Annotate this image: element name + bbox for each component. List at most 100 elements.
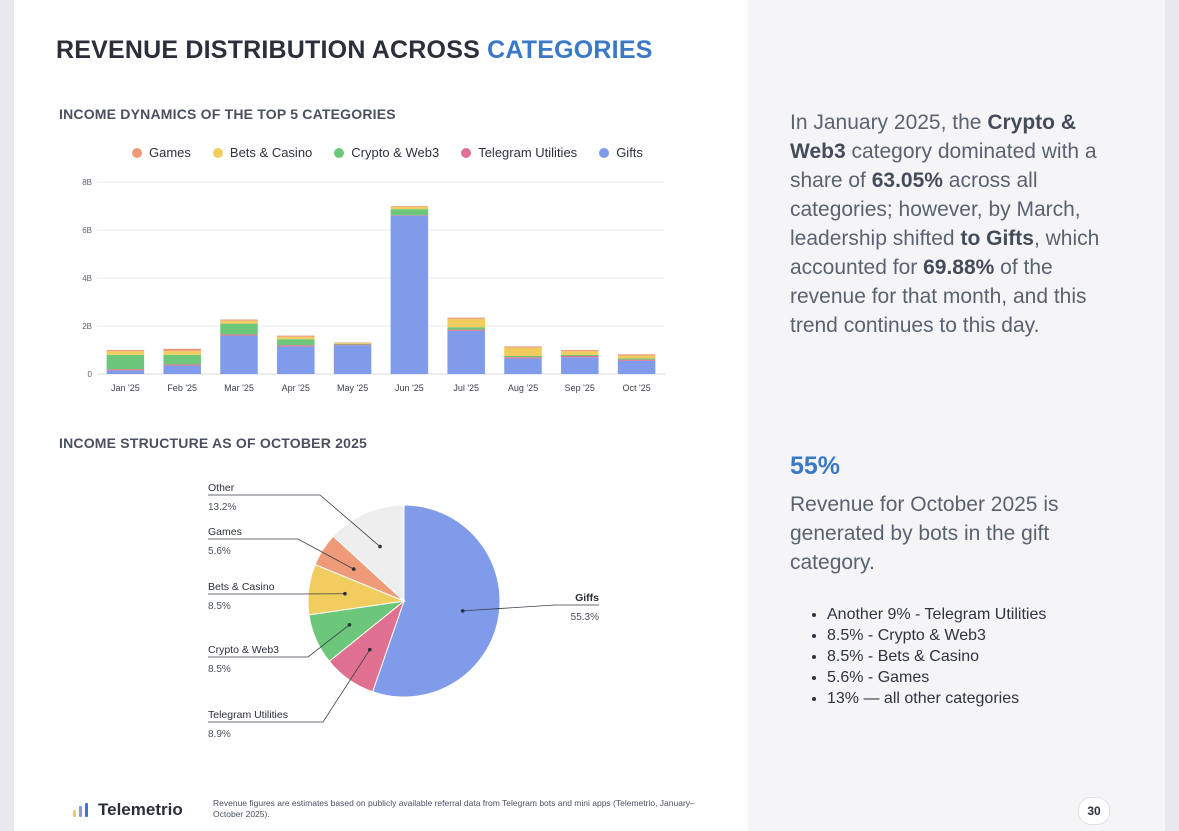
bar-segment-gifts xyxy=(277,346,315,374)
bar-segment-crypto-web3 xyxy=(333,343,372,345)
y-tick-label: 2B xyxy=(82,322,92,331)
pie-label: Telegram Utilities xyxy=(208,709,288,721)
x-tick-label: Jul '25 xyxy=(453,383,479,393)
bar-segment-telegram-utilities xyxy=(163,364,201,366)
bar-segment-telegram-utilities xyxy=(447,329,485,331)
page-title: REVENUE DISTRIBUTION ACROSS CATEGORIES xyxy=(56,36,653,65)
bar-segment-games xyxy=(390,206,429,207)
bar-segment-telegram-utilities xyxy=(561,356,599,358)
bar-segment-bets-casino xyxy=(106,351,145,355)
legend-item-crypto-web3: Crypto & Web3 xyxy=(334,145,439,160)
insight-bold-1: Crypto & Web3 xyxy=(790,111,1076,163)
bar-segment-gifts xyxy=(333,345,372,374)
y-tick-label: 8B xyxy=(82,178,92,187)
page-number: 30 xyxy=(1078,797,1110,825)
bar-segment-bets-casino xyxy=(220,320,258,324)
bar-segment-telegram-utilities xyxy=(277,345,315,347)
leader-line xyxy=(462,604,599,612)
pie-slice-other xyxy=(332,504,405,603)
bar-segment-gifts xyxy=(220,335,258,374)
pie-percent-label: 55.3% xyxy=(571,612,599,623)
y-tick-label: 6B xyxy=(82,226,92,235)
pie-label: Crypto & Web3 xyxy=(208,644,279,656)
page-title-main: REVENUE DISTRIBUTION ACROSS xyxy=(56,36,480,64)
bar-segment-gifts xyxy=(106,370,145,374)
pie-percent-label: 13.2% xyxy=(208,502,236,513)
footnote: Revenue figures are estimates based on p… xyxy=(213,798,695,819)
pie-chart-title: INCOME STRUCTURE AS OF OCTOBER 2025 xyxy=(59,435,368,451)
bar-segment-bets-casino xyxy=(277,336,315,340)
bar-segment-games xyxy=(220,319,258,321)
bar-segment-games xyxy=(106,350,145,352)
bar-segment-bets-casino xyxy=(163,351,201,355)
x-tick-label: Aug '25 xyxy=(508,383,538,393)
x-tick-label: Apr '25 xyxy=(282,383,310,393)
legend-label: Telegram Utilities xyxy=(478,145,578,160)
list-item: 13% — all other categories xyxy=(827,688,1046,709)
insight-part-3: across all categories; however, by March… xyxy=(790,169,1081,250)
leader-dot xyxy=(351,567,356,571)
list-item: 8.5% - Crypto & Web3 xyxy=(827,625,1046,646)
bar-segment-telegram-utilities xyxy=(106,369,145,371)
legend-item-telegram-utilities: Telegram Utilities xyxy=(461,145,577,160)
pie-percent-label: 8.5% xyxy=(208,664,231,675)
bar-segment-telegram-utilities xyxy=(617,359,656,361)
bar-segment-bets-casino xyxy=(617,355,656,359)
leader-dot xyxy=(347,623,352,627)
leader-dot xyxy=(367,647,372,652)
bar-segment-telegram-utilities xyxy=(220,334,258,336)
bar-segment-bets-casino xyxy=(504,347,542,356)
leader-dot xyxy=(460,609,465,613)
x-tick-label: Feb '25 xyxy=(167,383,197,393)
legend-label: Bets & Casino xyxy=(229,145,313,160)
pie-label: Bets & Casino xyxy=(208,581,275,593)
leader-line xyxy=(208,538,354,570)
insight-text: In January 2025, the Crypto & Web3 categ… xyxy=(790,108,1120,340)
leader-line xyxy=(208,649,371,723)
legend-swatch xyxy=(461,147,472,158)
bar-segment-gifts xyxy=(390,215,429,374)
insight-part-2: category dominated with a share of xyxy=(790,140,1097,192)
bar-segment-bets-casino xyxy=(447,318,485,328)
bar-segment-crypto-web3 xyxy=(163,354,201,365)
bar-segment-games xyxy=(504,346,542,348)
bar-segment-gifts xyxy=(163,365,201,374)
bar-segment-telegram-utilities xyxy=(333,344,372,346)
bar-segment-gifts xyxy=(504,358,542,374)
x-tick-label: Jan '25 xyxy=(111,383,140,393)
pie-percent-label: 8.5% xyxy=(208,601,231,612)
bar-segment-crypto-web3 xyxy=(220,323,258,335)
insight-bold-2: 63.05% xyxy=(871,169,943,192)
big-stat-value: 55% xyxy=(790,452,841,480)
legend-item-gifts: Gifts xyxy=(599,145,643,160)
page xyxy=(14,0,1165,831)
bar-segment-games xyxy=(561,350,599,352)
bar-segment-crypto-web3 xyxy=(561,354,599,356)
pie-percent-label: 8.9% xyxy=(208,729,231,740)
page-title-accent: CATEGORIES xyxy=(487,36,653,64)
legend-label: Crypto & Web3 xyxy=(351,145,440,160)
bar-chart: 0 2B 4B 6B 8B Jan '25 Feb '25 Mar '25 Apr '25 May… xyxy=(82,178,665,393)
telemetrio-logo: Telemetrio xyxy=(72,800,183,820)
bar-segment-crypto-web3 xyxy=(617,358,656,360)
bar-segment-gifts xyxy=(561,357,599,374)
insight-part-4: , which accounted for xyxy=(790,227,1100,279)
leader-line xyxy=(208,624,350,658)
legend-swatch xyxy=(132,147,142,158)
bar-segment-crypto-web3 xyxy=(390,209,429,216)
big-stat-description: Revenue for October 2025 is generated by… xyxy=(790,493,1059,574)
bar-segment-crypto-web3 xyxy=(106,354,145,370)
bar-segment-bets-casino xyxy=(561,351,599,355)
y-tick-label: 0 xyxy=(88,370,93,379)
bar-segment-crypto-web3 xyxy=(504,356,542,358)
legend-swatch xyxy=(334,147,345,158)
pie-label: Giffs xyxy=(575,592,599,604)
bar-segment-gifts xyxy=(447,330,485,374)
right-panel xyxy=(748,0,1165,831)
leader-line xyxy=(208,494,381,547)
bar-segment-games xyxy=(277,335,315,337)
pie-label: Other xyxy=(208,482,235,494)
x-tick-label: Sep '25 xyxy=(565,383,595,393)
leader-dot xyxy=(343,591,347,596)
insight-bold-4: 69.88% xyxy=(923,256,995,279)
